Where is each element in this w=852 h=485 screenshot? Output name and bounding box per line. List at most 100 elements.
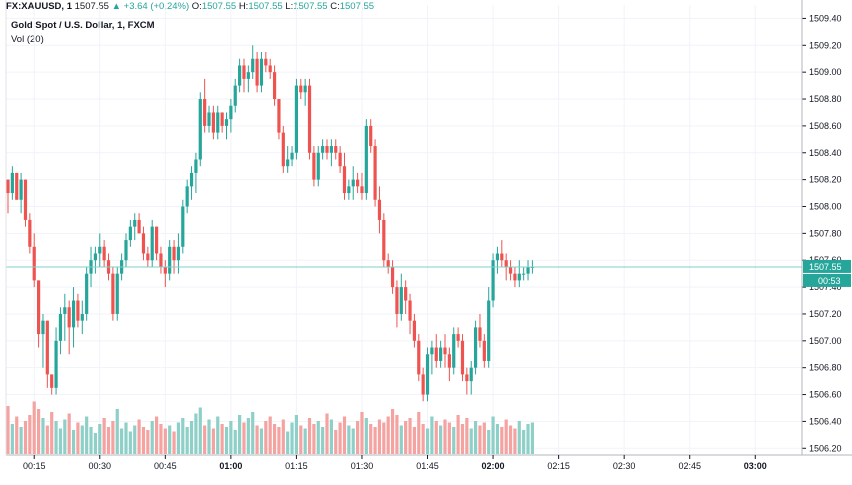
volume-bar xyxy=(377,419,382,454)
candle-body xyxy=(312,152,316,180)
y-tick-label: 1507.40 xyxy=(809,282,842,292)
candle-body xyxy=(430,347,434,355)
volume-bar xyxy=(281,419,285,454)
volume-bar xyxy=(220,424,224,454)
volume-bar xyxy=(194,413,198,454)
candle-body xyxy=(242,65,246,79)
volume-bar xyxy=(325,413,329,454)
candle-body xyxy=(286,159,290,167)
volume-bar xyxy=(268,416,272,454)
x-tick-label: 00:30 xyxy=(89,461,112,471)
candle-body xyxy=(408,300,412,321)
volume-bar xyxy=(482,422,486,454)
volume-label: Vol (20) xyxy=(11,34,44,45)
volume-bar xyxy=(513,428,517,454)
volume-bar xyxy=(85,416,89,454)
candle-body xyxy=(15,172,19,200)
volume-bar xyxy=(6,406,10,454)
volume-bar xyxy=(224,427,229,454)
y-tick-label: 1509.40 xyxy=(809,13,842,23)
candle-body xyxy=(447,354,451,368)
candle-body xyxy=(500,253,504,261)
volume-bar xyxy=(342,416,347,454)
volume-bar xyxy=(32,401,36,454)
candle-body xyxy=(6,179,10,194)
close-label: C: xyxy=(330,1,340,12)
volume-bar xyxy=(41,418,45,454)
candle-body xyxy=(491,260,495,301)
candle-body xyxy=(216,112,220,133)
volume-bar xyxy=(303,428,307,454)
candle-body xyxy=(10,172,14,194)
candle-body xyxy=(264,58,268,66)
candle-body xyxy=(434,347,438,361)
volume-bar xyxy=(517,421,521,454)
volume-bar xyxy=(334,430,338,454)
candle-body xyxy=(325,146,329,153)
candle-body xyxy=(281,132,285,167)
price-tag-bg xyxy=(803,259,851,273)
candle-body xyxy=(334,146,338,153)
y-tick-label: 1508.60 xyxy=(809,121,842,131)
volume-bar xyxy=(356,421,360,454)
volume-bar xyxy=(412,427,417,454)
volume-bar xyxy=(530,422,534,454)
candle-body xyxy=(176,246,181,261)
candle-body xyxy=(159,253,163,267)
candle-body xyxy=(58,313,63,341)
candle-body xyxy=(517,273,521,281)
open-label: O: xyxy=(191,1,202,12)
volume-bar xyxy=(50,412,54,454)
candle-body xyxy=(329,146,333,153)
volume-bar xyxy=(508,425,513,454)
volume-bar xyxy=(181,418,185,454)
candle-body xyxy=(395,287,399,314)
candle-body xyxy=(259,58,264,86)
candle-body xyxy=(233,85,237,106)
volume-bar xyxy=(487,430,491,454)
volume-bar xyxy=(469,428,473,454)
candle-body xyxy=(141,233,146,254)
volume-bar xyxy=(294,415,299,454)
candle-body xyxy=(526,266,530,274)
volume-bar xyxy=(316,421,320,454)
candle-body xyxy=(54,340,58,388)
volume-bar xyxy=(277,427,281,454)
candle-body xyxy=(513,273,517,281)
candle-body xyxy=(508,266,513,274)
volume-bar xyxy=(251,412,255,454)
volume-bar xyxy=(137,419,141,454)
candle-body xyxy=(277,99,281,133)
candle-body xyxy=(128,226,132,241)
x-tick-label: 02:45 xyxy=(678,461,701,471)
candle-body xyxy=(399,287,403,314)
volume-bar xyxy=(259,428,264,454)
candle-body xyxy=(404,287,408,301)
volume-bar xyxy=(430,416,434,454)
candle-body xyxy=(465,374,469,382)
volume-bar xyxy=(465,418,469,454)
volume-bar xyxy=(98,424,102,454)
volume-bar xyxy=(159,424,163,454)
volume-bar xyxy=(80,425,84,454)
volume-bar xyxy=(102,418,106,454)
volume-bar xyxy=(395,415,399,454)
volume-bar xyxy=(504,419,508,454)
volume-bar xyxy=(434,421,438,454)
volume-bar xyxy=(106,427,111,454)
volume-bar xyxy=(89,427,93,454)
volume-bar xyxy=(242,422,246,454)
volume-bar xyxy=(452,427,456,454)
candle-body xyxy=(251,58,255,73)
volume-bar xyxy=(290,422,294,454)
candle-body xyxy=(303,85,307,93)
candle-body xyxy=(452,334,456,368)
volume-bar xyxy=(351,428,355,454)
volume-bar xyxy=(286,431,290,454)
chart-title: Gold Spot / U.S. Dollar, 1, FXCM xyxy=(11,20,155,31)
volume-bar xyxy=(176,422,181,454)
volume-bar xyxy=(417,412,421,454)
candle-body xyxy=(495,253,500,261)
volume-bar xyxy=(203,425,207,454)
